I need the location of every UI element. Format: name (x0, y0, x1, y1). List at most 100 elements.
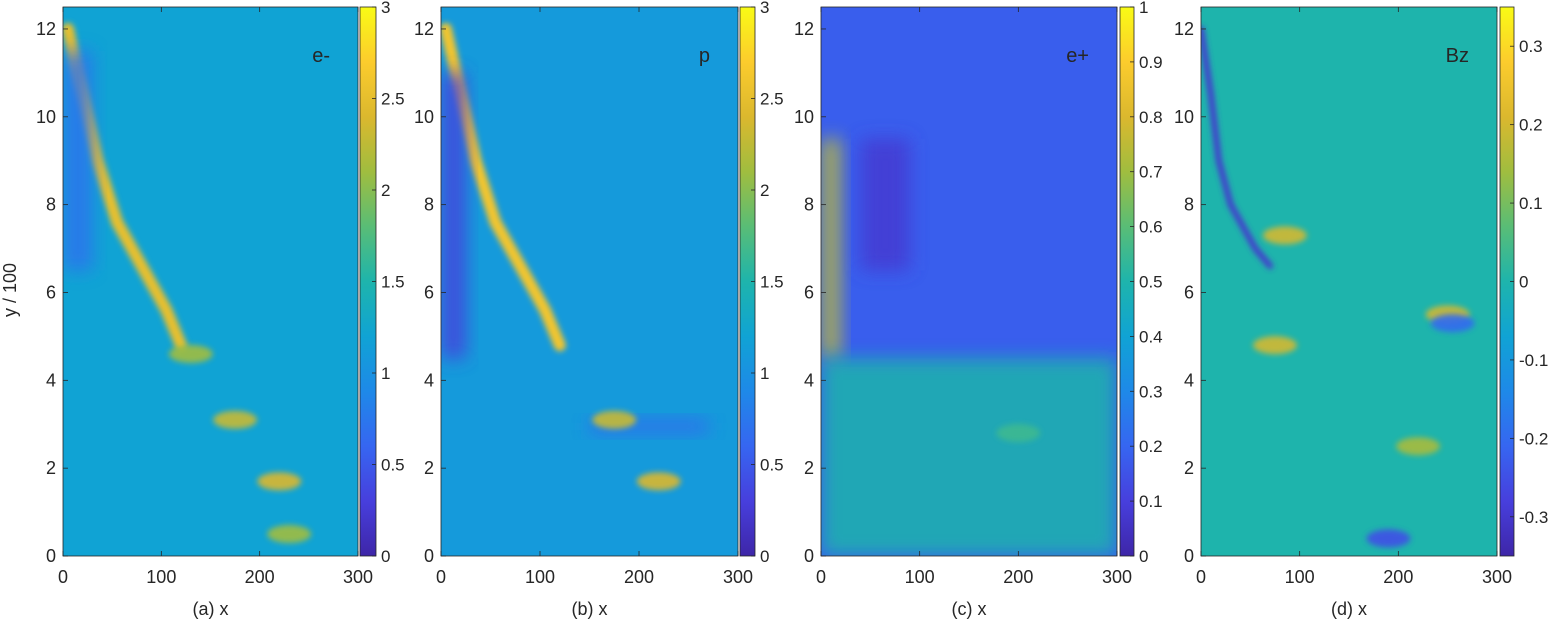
colorbar-tick-label: 1.5 (760, 273, 784, 292)
colorbar-tick-label: 2.5 (381, 90, 405, 109)
x-tick-label: 300 (343, 567, 373, 587)
x-tick-label: 100 (1285, 567, 1315, 587)
y-tick-label: 6 (424, 282, 434, 302)
y-tick-label: 12 (794, 19, 814, 39)
heatmap-background (441, 7, 738, 556)
y-tick-label: 4 (46, 370, 56, 390)
heatmap-layer (1201, 26, 1475, 548)
colorbar-tick-label: 0 (381, 547, 390, 566)
x-tick-label: 200 (1003, 567, 1033, 587)
colorbar-tick-label: 0.4 (1139, 327, 1163, 346)
colorbar-tick-label: -0.2 (1519, 429, 1548, 448)
colorbar-tick-label: 0.9 (1139, 53, 1163, 72)
heatmap-low-pocket (441, 72, 466, 359)
y-tick-label: 12 (414, 19, 434, 39)
y-tick-label: 10 (794, 107, 814, 127)
colorbar-tick-label: 0.3 (1139, 382, 1163, 401)
x-axis-label: (a) x (193, 599, 229, 619)
panel-4: Bz 0 100 200 300 0 2 4 6 8 10 12 (d) x -0.3 -0.2 -0.1 0 0… (1174, 6, 1548, 619)
colorbar-tick-label: -0.1 (1519, 351, 1548, 370)
heatmap-low-pocket (63, 50, 93, 271)
y-tick-label: 6 (46, 282, 56, 302)
colorbar-tick-label: 0.5 (381, 456, 405, 475)
y-tick-label: 6 (1184, 282, 1194, 302)
colorbar-tick-label: 0.5 (1139, 273, 1163, 292)
y-tick-label: 2 (46, 458, 56, 478)
x-axis-label: (b) x (572, 599, 608, 619)
y-tick-label: 4 (804, 370, 814, 390)
panel-label: e+ (1066, 45, 1089, 67)
x-tick-label: 300 (1482, 567, 1512, 587)
y-tick-label: 8 (424, 195, 434, 215)
y-tick-label: 8 (1184, 195, 1194, 215)
heatmap-high-blob (996, 424, 1041, 443)
colorbar-tick-label: 2 (381, 181, 390, 200)
colorbar-tick-label: 3 (760, 0, 769, 17)
colorbar-tick-label: 0 (1519, 273, 1528, 292)
x-tick-label: 0 (816, 567, 826, 587)
colorbar-tick-label: 0.5 (760, 456, 784, 475)
y-tick-label: 0 (424, 546, 434, 566)
colorbar-tick-label: 0.7 (1139, 163, 1163, 182)
colorbar-tick-label: 0.2 (1139, 437, 1163, 456)
plot-frame (62, 6, 359, 557)
y-tick-label: 4 (1184, 370, 1194, 390)
y-tick-label: 4 (424, 370, 434, 390)
heatmap-background (1201, 7, 1497, 556)
colorbar-tick-label: 0.3 (1519, 37, 1543, 56)
x-tick-label: 100 (525, 567, 555, 587)
panel-3: e+ 0 100 200 300 0 2 4 6 8 10 12 (c) x 0 0.1 0.2 0.3 0.4 0… (794, 0, 1163, 619)
colorbar-tick-label: 2.5 (760, 90, 784, 109)
panel-label: Bz (1446, 45, 1469, 67)
colorbar-tick-label: 3 (381, 0, 390, 17)
x-tick-label: 0 (436, 567, 446, 587)
x-tick-label: 0 (1196, 567, 1206, 587)
heatmap-negative-filament (1201, 26, 1274, 270)
y-tick-label: 6 (804, 282, 814, 302)
x-tick-label: 100 (146, 567, 176, 587)
x-tick-label: 200 (1383, 567, 1413, 587)
heatmap-high-blob (213, 410, 258, 429)
x-tick-label: 200 (245, 567, 275, 587)
x-axis-label: (c) x (952, 599, 987, 619)
heatmap-left-band (821, 138, 841, 359)
heatmap-background (63, 7, 358, 556)
y-tick-label: 2 (424, 458, 434, 478)
plot-frame (820, 6, 1118, 557)
heatmap-low-pocket (860, 138, 910, 271)
colorbar-tick-label: 1.5 (381, 273, 405, 292)
y-tick-label: 2 (1184, 458, 1194, 478)
y-tick-label: 10 (36, 107, 56, 127)
y-tick-label: 8 (46, 195, 56, 215)
y-tick-label: 0 (46, 546, 56, 566)
colorbar-tick-label: -0.3 (1519, 508, 1548, 527)
plot-frame (1200, 6, 1498, 557)
colorbar-tick-label: 0 (760, 547, 769, 566)
heatmap-high-blob (636, 472, 681, 491)
colorbar-tick-label: 0.2 (1519, 116, 1543, 135)
x-tick-label: 200 (624, 567, 654, 587)
y-tick-label: 2 (804, 458, 814, 478)
heatmap-positive-blob (1262, 226, 1307, 245)
y-tick-label: 12 (36, 19, 56, 39)
panel-2: p 0 100 200 300 0 2 4 6 8 10 12 (b) x 0 0.5 1 1.5 2 2.5 3 (414, 0, 784, 619)
colorbar-tick-label: 0.6 (1139, 218, 1163, 237)
heatmap-high-blob (592, 410, 637, 429)
heatmap-positive-blob (1253, 336, 1297, 355)
colorbar-tick-label: 2 (760, 181, 769, 200)
y-tick-label: 8 (804, 195, 814, 215)
heatmap-layer (63, 23, 312, 544)
colorbar-tick-label: 0.8 (1139, 108, 1163, 127)
heatmap-layer (441, 23, 709, 491)
panel-label: e- (312, 45, 330, 67)
colorbar-tick-label: 1 (1139, 0, 1148, 17)
x-tick-label: 0 (58, 567, 68, 587)
heatmap-high-blob (168, 344, 213, 363)
x-tick-label: 300 (723, 567, 753, 587)
panel-label: p (699, 45, 710, 67)
y-tick-label: 0 (1184, 546, 1194, 566)
panel-1: e- 0 100 200 300 0 2 4 6 8 10 12 (a) x 0 0.5 1 1.5 2 2.5 3 (36, 0, 405, 619)
colorbar-tick-label: 1 (381, 364, 390, 383)
x-axis-label: (d) x (1331, 599, 1367, 619)
